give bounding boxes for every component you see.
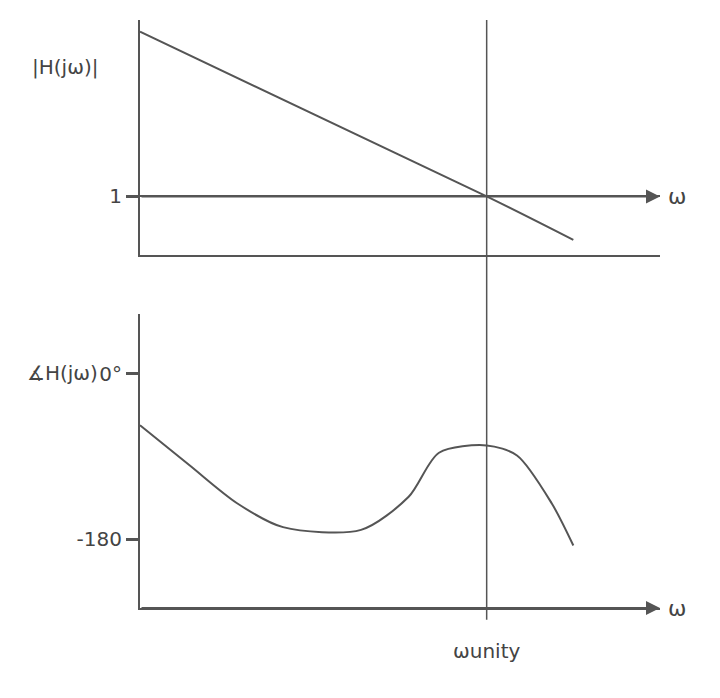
svg-text:-180: -180: [77, 527, 122, 551]
svg-text:ωunity: ωunity: [453, 639, 520, 663]
svg-text:ω: ω: [668, 184, 686, 209]
svg-text:0°: 0°: [99, 362, 122, 386]
svg-text:ω: ω: [668, 596, 686, 621]
svg-text:1: 1: [109, 184, 122, 208]
svg-text:|H(jω)|: |H(jω)|: [32, 55, 98, 79]
svg-text:∡H(jω): ∡H(jω): [27, 361, 98, 385]
